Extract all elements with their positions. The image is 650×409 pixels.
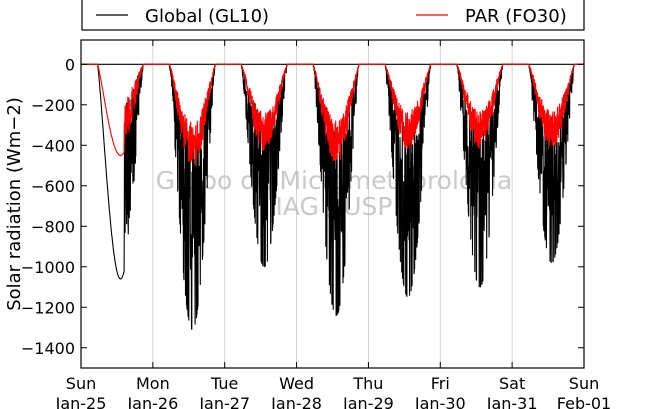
x-tick-day-label: Sat bbox=[499, 374, 525, 393]
x-tick-day-label: Tue bbox=[210, 374, 238, 393]
series-group bbox=[81, 63, 584, 330]
y-tick-label: −1000 bbox=[21, 258, 75, 277]
series-line-global bbox=[81, 63, 584, 330]
y-axis-label: Solar radiation (Wm−2) bbox=[4, 97, 25, 311]
y-tick-label: −600 bbox=[31, 177, 75, 196]
series-line-par bbox=[81, 63, 584, 165]
legend-frame bbox=[81, 0, 585, 31]
vertical-grid bbox=[152, 40, 513, 368]
x-tick-date-label: Jan-29 bbox=[342, 394, 394, 409]
x-tick-date-label: Jan-30 bbox=[414, 394, 466, 409]
y-tick-label: 0 bbox=[65, 55, 75, 74]
x-tick-date-label: Jan-25 bbox=[55, 394, 107, 409]
legend-label-par: PAR (FO30) bbox=[465, 6, 567, 27]
x-tick-date-label: Jan-27 bbox=[198, 394, 250, 409]
x-tick-day-label: Thu bbox=[352, 374, 383, 393]
legend-label-global: Global (GL10) bbox=[145, 6, 269, 27]
x-tick-day-label: Mon bbox=[136, 374, 170, 393]
y-axis-ticks: 0 −200 −400 −600 −800 −1000 −1200 −1400 bbox=[21, 55, 584, 358]
y-tick-label: −1200 bbox=[21, 298, 75, 317]
x-axis-ticks: SunJan-25MonJan-26TueJan-27WedJan-28ThuJ… bbox=[55, 40, 611, 409]
y-tick-label: −400 bbox=[31, 136, 75, 155]
x-tick-date-label: Feb-01 bbox=[557, 394, 611, 409]
y-tick-label: −1400 bbox=[21, 339, 75, 358]
x-tick-day-label: Sun bbox=[569, 374, 599, 393]
x-tick-date-label: Jan-31 bbox=[486, 394, 538, 409]
x-tick-date-label: Jan-28 bbox=[270, 394, 322, 409]
plot-frame bbox=[80, 39, 585, 369]
x-tick-date-label: Jan-26 bbox=[126, 394, 178, 409]
x-tick-day-label: Fri bbox=[431, 374, 450, 393]
x-tick-day-label: Wed bbox=[279, 374, 314, 393]
x-tick-day-label: Sun bbox=[66, 374, 96, 393]
y-tick-label: −800 bbox=[31, 217, 75, 236]
legend: Global (GL10) PAR (FO30) bbox=[81, 0, 585, 31]
y-tick-label: −200 bbox=[31, 96, 75, 115]
